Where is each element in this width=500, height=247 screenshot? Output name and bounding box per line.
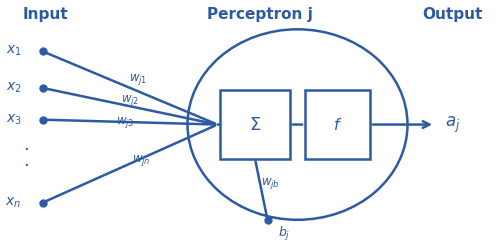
Text: $w_{jn}$: $w_{jn}$ [132, 153, 150, 168]
FancyBboxPatch shape [220, 90, 290, 159]
Text: Perceptron j: Perceptron j [207, 7, 313, 22]
FancyBboxPatch shape [305, 90, 370, 159]
Text: $w_{j2}$: $w_{j2}$ [121, 93, 140, 108]
Text: Input: Input [22, 7, 68, 22]
Text: $x_3$: $x_3$ [6, 112, 22, 127]
Text: $\Sigma$: $\Sigma$ [249, 116, 261, 134]
Text: $\cdot$: $\cdot$ [23, 155, 29, 173]
Text: $\cdot$: $\cdot$ [23, 139, 29, 157]
Text: $a_j$: $a_j$ [445, 114, 460, 135]
Text: $f$: $f$ [333, 117, 342, 133]
Text: Output: Output [422, 7, 482, 22]
Text: $b_j$: $b_j$ [278, 225, 291, 243]
Text: $w_{j3}$: $w_{j3}$ [116, 115, 135, 130]
Text: $w_{j1}$: $w_{j1}$ [129, 72, 147, 87]
Text: $x_n$: $x_n$ [6, 195, 22, 210]
Text: $x_2$: $x_2$ [6, 81, 22, 95]
Text: $x_1$: $x_1$ [6, 44, 22, 59]
Text: $w_{jb}$: $w_{jb}$ [261, 176, 280, 191]
